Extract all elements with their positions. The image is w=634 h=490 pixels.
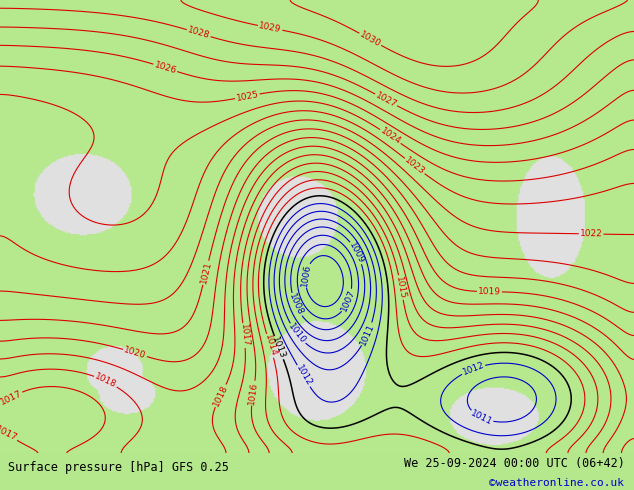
Text: 1015: 1015: [394, 275, 408, 299]
Text: 1021: 1021: [198, 261, 213, 285]
Text: 1016: 1016: [247, 381, 259, 405]
Text: 1011: 1011: [359, 322, 376, 346]
Text: 1017: 1017: [0, 389, 23, 407]
Text: 1009: 1009: [347, 241, 366, 265]
Text: 1018: 1018: [212, 384, 230, 408]
Text: 1029: 1029: [258, 21, 282, 34]
Text: 1014: 1014: [262, 334, 278, 358]
Text: 1027: 1027: [374, 91, 398, 109]
Text: Surface pressure [hPa] GFS 0.25: Surface pressure [hPa] GFS 0.25: [8, 461, 228, 474]
Text: 1020: 1020: [123, 345, 147, 361]
Text: ©weatheronline.co.uk: ©weatheronline.co.uk: [489, 478, 624, 489]
Text: We 25-09-2024 00:00 UTC (06+42): We 25-09-2024 00:00 UTC (06+42): [404, 457, 624, 470]
Text: 1011: 1011: [469, 409, 494, 427]
Text: 1017: 1017: [238, 324, 250, 347]
Text: 1023: 1023: [403, 155, 427, 176]
Text: 1008: 1008: [287, 293, 304, 317]
Text: 1018: 1018: [93, 372, 118, 390]
Text: 1030: 1030: [358, 30, 382, 49]
Text: 1012: 1012: [294, 364, 313, 388]
Text: 1025: 1025: [235, 90, 259, 103]
Text: 1017: 1017: [0, 425, 18, 443]
Text: 1010: 1010: [287, 322, 307, 345]
Text: 1019: 1019: [478, 287, 501, 296]
Text: 1028: 1028: [186, 25, 211, 41]
Text: 1026: 1026: [153, 60, 178, 75]
Text: 1012: 1012: [461, 361, 486, 377]
Text: 1006: 1006: [300, 264, 312, 288]
Text: 1013: 1013: [271, 335, 287, 360]
Text: 1007: 1007: [340, 289, 357, 313]
Text: 1022: 1022: [579, 229, 602, 239]
Text: 1024: 1024: [378, 126, 403, 147]
